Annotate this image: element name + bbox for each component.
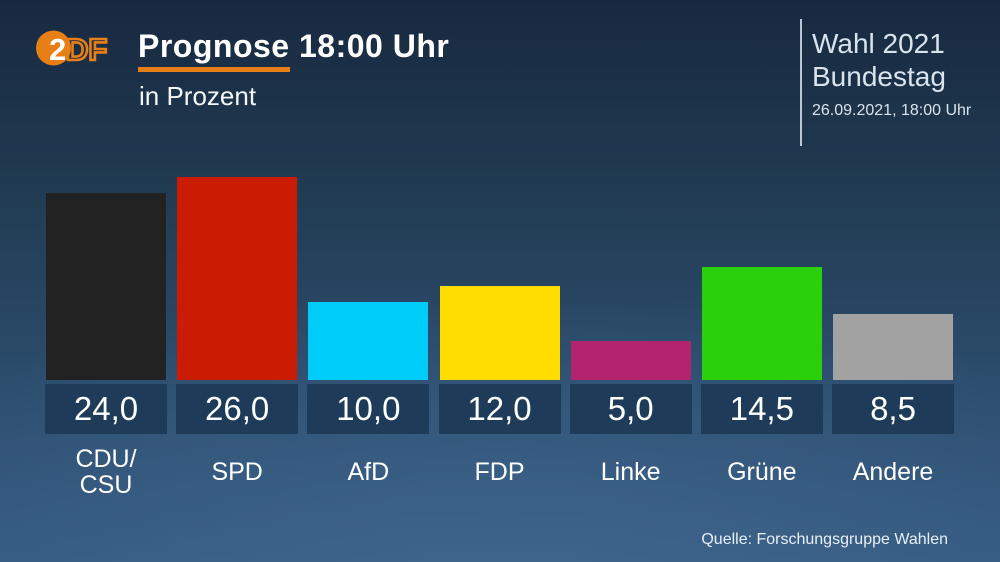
bar-label-Grüne: Grüne <box>727 458 797 486</box>
bar-value-SPD: 26,0 <box>176 384 299 434</box>
bar-value-Andere: 8,5 <box>832 384 955 434</box>
bar-CDU/CSU <box>46 193 166 380</box>
page-subtitle: in Prozent <box>139 81 257 111</box>
bar-label-Linke: Linke <box>600 458 661 486</box>
svg-text:DF: DF <box>66 32 107 67</box>
bar-value-Grüne: 14,5 <box>700 384 823 434</box>
bar-value-FDP: 12,0 <box>438 384 561 434</box>
election-title-line2: Bundestag <box>812 61 946 92</box>
bar-SPD <box>177 177 298 380</box>
bar-value-Linke: 5,0 <box>569 384 692 434</box>
bar-label-SPD: SPD <box>211 458 263 486</box>
bar-Grüne <box>701 267 822 380</box>
bar-label-FDP: FDP <box>474 458 525 486</box>
zdf-logo-icon: 2 DF <box>36 30 109 68</box>
election-title-line1: Wahl 2021 <box>812 28 945 59</box>
bar-value-AfD: 10,0 <box>307 384 430 434</box>
bar-value-CDU/CSU: 24,0 <box>45 384 167 434</box>
election-datetime: 26.09.2021, 18:00 Uhr <box>812 102 972 119</box>
bar-Andere <box>833 314 954 380</box>
svg-text:2: 2 <box>49 32 66 67</box>
bar-label-CDU/CSU: CDU/ CSU <box>75 445 137 499</box>
title-underline <box>138 67 290 72</box>
zdf-logo: 2 DF <box>36 26 114 72</box>
bar-label-Andere: Andere <box>852 458 934 486</box>
source-credit: Quelle: Forschungsgruppe Wahlen <box>701 531 948 548</box>
bar-AfD <box>308 302 429 380</box>
bar-Linke <box>570 341 691 380</box>
bar-FDP <box>439 286 560 380</box>
page-title: Prognose 18:00 Uhr <box>138 28 450 64</box>
election-info: Wahl 2021 Bundestag 26.09.2021, 18:00 Uh… <box>812 27 971 120</box>
bar-label-AfD: AfD <box>347 458 390 486</box>
header-divider <box>800 19 802 146</box>
